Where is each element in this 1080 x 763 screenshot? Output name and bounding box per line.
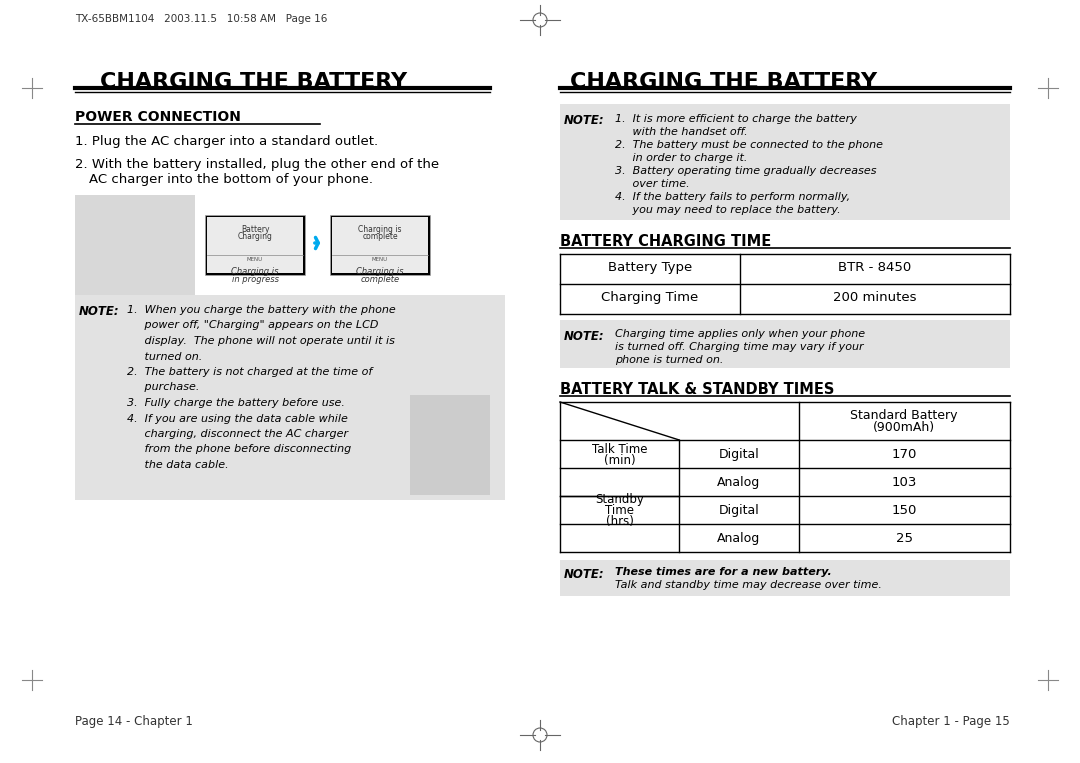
Text: complete: complete <box>362 232 397 241</box>
Text: 1. Plug the AC charger into a standard outlet.: 1. Plug the AC charger into a standard o… <box>75 135 378 148</box>
Text: complete: complete <box>361 275 400 284</box>
Text: AC charger into the bottom of your phone.: AC charger into the bottom of your phone… <box>89 173 373 186</box>
Bar <box>75 195 195 340</box>
Text: Battery Type: Battery Type <box>608 261 692 274</box>
Text: 200 minutes: 200 minutes <box>834 291 917 304</box>
Text: NOTE:: NOTE: <box>79 305 120 318</box>
Bar <box>330 215 430 275</box>
Text: NOTE:: NOTE: <box>564 330 605 343</box>
Text: MENU: MENU <box>247 257 264 262</box>
Text: Charging: Charging <box>238 232 272 241</box>
Text: Digital: Digital <box>718 448 759 461</box>
Text: Standby: Standby <box>595 494 644 507</box>
Text: Analog: Analog <box>717 532 760 545</box>
Bar <box>75 295 505 500</box>
Text: charging, disconnect the AC charger: charging, disconnect the AC charger <box>127 429 348 439</box>
Text: 170: 170 <box>892 448 917 461</box>
Text: BATTERY CHARGING TIME: BATTERY CHARGING TIME <box>561 234 771 249</box>
Text: BATTERY TALK & STANDBY TIMES: BATTERY TALK & STANDBY TIMES <box>561 382 835 397</box>
Text: NOTE:: NOTE: <box>564 114 605 127</box>
Text: CHARGING THE BATTERY: CHARGING THE BATTERY <box>570 72 877 92</box>
Text: purchase.: purchase. <box>127 382 200 392</box>
Bar <box>332 217 428 273</box>
Text: 2.  The battery is not charged at the time of: 2. The battery is not charged at the tim… <box>127 367 373 377</box>
Text: the data cable.: the data cable. <box>127 460 229 470</box>
Text: Charging is: Charging is <box>356 267 404 276</box>
Text: Charging time applies only when your phone: Charging time applies only when your pho… <box>615 329 865 339</box>
Text: Charging is: Charging is <box>359 225 402 234</box>
Text: 103: 103 <box>892 476 917 489</box>
Text: Charging Time: Charging Time <box>602 291 699 304</box>
Text: 3.  Fully charge the battery before use.: 3. Fully charge the battery before use. <box>127 398 345 408</box>
Text: 2. With the battery installed, plug the other end of the: 2. With the battery installed, plug the … <box>75 158 440 171</box>
Text: MENU: MENU <box>372 257 388 262</box>
Text: Standard Battery: Standard Battery <box>851 409 958 422</box>
Text: 4.  If you are using the data cable while: 4. If you are using the data cable while <box>127 414 348 423</box>
Text: (min): (min) <box>604 454 635 467</box>
Text: 25: 25 <box>895 532 913 545</box>
Text: (hrs): (hrs) <box>606 516 634 529</box>
Text: Page 14 - Chapter 1: Page 14 - Chapter 1 <box>75 715 193 728</box>
Text: Digital: Digital <box>718 504 759 517</box>
Text: with the handset off.: with the handset off. <box>615 127 747 137</box>
Text: is turned off. Charging time may vary if your: is turned off. Charging time may vary if… <box>615 342 864 352</box>
Bar <box>561 560 1010 596</box>
Text: Battery: Battery <box>241 225 269 234</box>
Text: POWER CONNECTION: POWER CONNECTION <box>75 110 241 124</box>
Bar <box>205 215 305 275</box>
Text: TX-65BBM1104   2003.11.5   10:58 AM   Page 16: TX-65BBM1104 2003.11.5 10:58 AM Page 16 <box>75 14 327 24</box>
Text: CHARGING THE BATTERY: CHARGING THE BATTERY <box>100 72 407 92</box>
Text: (900mAh): (900mAh) <box>874 421 935 434</box>
Bar <box>330 215 430 275</box>
Bar <box>205 215 305 275</box>
Text: in progress: in progress <box>231 275 279 284</box>
Text: Talk and standby time may decrease over time.: Talk and standby time may decrease over … <box>615 580 882 590</box>
Text: 150: 150 <box>892 504 917 517</box>
Text: turned on.: turned on. <box>127 352 202 362</box>
Bar <box>207 217 303 273</box>
Text: Chapter 1 - Page 15: Chapter 1 - Page 15 <box>892 715 1010 728</box>
Text: Analog: Analog <box>717 476 760 489</box>
Text: Charging is: Charging is <box>231 267 279 276</box>
Text: 2.  The battery must be connected to the phone: 2. The battery must be connected to the … <box>615 140 883 150</box>
Bar <box>561 104 1010 220</box>
Text: Talk Time: Talk Time <box>592 443 647 456</box>
Text: phone is turned on.: phone is turned on. <box>615 355 724 365</box>
Text: NOTE:: NOTE: <box>564 568 605 581</box>
Text: 1.  It is more efficient to charge the battery: 1. It is more efficient to charge the ba… <box>615 114 856 124</box>
Bar <box>561 320 1010 368</box>
Text: power off, "Charging" appears on the LCD: power off, "Charging" appears on the LCD <box>127 320 378 330</box>
Text: Time: Time <box>605 504 634 517</box>
Text: 3.  Battery operating time gradually decreases: 3. Battery operating time gradually decr… <box>615 166 877 176</box>
Text: from the phone before disconnecting: from the phone before disconnecting <box>127 445 351 455</box>
Text: you may need to replace the battery.: you may need to replace the battery. <box>615 205 840 215</box>
Bar <box>410 395 490 495</box>
Text: 4.  If the battery fails to perform normally,: 4. If the battery fails to perform norma… <box>615 192 850 202</box>
Text: in order to charge it.: in order to charge it. <box>615 153 747 163</box>
Text: display.  The phone will not operate until it is: display. The phone will not operate unti… <box>127 336 395 346</box>
Text: These times are for a new battery.: These times are for a new battery. <box>615 567 832 577</box>
Text: 1.  When you charge the battery with the phone: 1. When you charge the battery with the … <box>127 305 395 315</box>
Text: BTR - 8450: BTR - 8450 <box>838 261 912 274</box>
Text: over time.: over time. <box>615 179 690 189</box>
